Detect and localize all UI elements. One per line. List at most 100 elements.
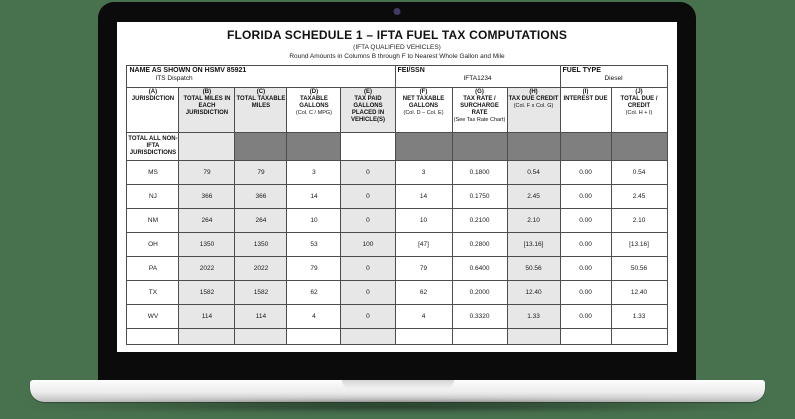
value-cell-i: 0.00 <box>559 232 612 257</box>
value-cell-f: [47] <box>394 232 453 257</box>
empty-cell-g <box>451 328 508 345</box>
value-cell-b: 366 <box>178 184 236 209</box>
value-cell-e: 0 <box>340 208 396 233</box>
value-cell-g: 0.6400 <box>451 256 508 281</box>
value-cell-c: 264 <box>234 208 288 233</box>
value-cell-f: 62 <box>394 280 453 305</box>
value-cell-f: 14 <box>394 184 453 209</box>
empty-cell-i <box>559 328 612 345</box>
jurisdiction-cell: MS <box>126 160 180 185</box>
value-cell-c: 1582 <box>234 280 288 305</box>
non-ifta-cell-i <box>559 132 612 161</box>
value-cell-d: 79 <box>286 256 342 281</box>
value-cell-h: 50.56 <box>506 256 561 281</box>
value-cell-g: 0.1800 <box>451 160 508 185</box>
value-cell-j: 2.45 <box>610 184 668 209</box>
value-cell-j: 1.33 <box>610 304 668 329</box>
value-cell-i: 0.00 <box>559 280 612 305</box>
jurisdiction-cell: NJ <box>126 184 180 209</box>
non-ifta-cell-c <box>234 132 288 161</box>
value-cell-g: 0.1750 <box>451 184 508 209</box>
value-cell-j: [13.16] <box>610 232 668 257</box>
value-cell-c: 2022 <box>234 256 288 281</box>
value-cell-b: 264 <box>178 208 236 233</box>
value-cell-e: 0 <box>340 160 396 185</box>
form-title: FLORIDA SCHEDULE 1 – IFTA FUEL TAX COMPU… <box>226 28 568 42</box>
value-cell-j: 0.54 <box>610 160 668 185</box>
form-subtitle-rounding: Round Amounts in Columns B through F to … <box>289 53 505 60</box>
jurisdiction-row-oh: OH 1350 1350 53 100 [47] 0.2800 [13.16] 0.00 [13.… <box>126 232 668 257</box>
empty-cell-b <box>178 328 236 345</box>
laptop-bezel: FLORIDA SCHEDULE 1 – IFTA FUEL TAX COMPU… <box>98 2 696 380</box>
value-cell-c: 366 <box>234 184 288 209</box>
value-cell-e: 100 <box>340 232 396 257</box>
jurisdiction-row-nm: NM 264 264 10 0 10 0.2100 2.10 0.00 2.10 <box>126 208 668 233</box>
jurisdiction-cell: WV <box>126 304 180 329</box>
column-header-i: (I) INTEREST DUE <box>559 87 612 133</box>
value-cell-h: 2.45 <box>506 184 561 209</box>
value-cell-j: 12.40 <box>610 280 668 305</box>
non-ifta-cell-e <box>340 132 396 161</box>
form-subtitle-vehicles: (IFTA QUALIFIED VEHICLES) <box>353 44 441 51</box>
value-cell-d: 10 <box>286 208 342 233</box>
non-ifta-cell-b <box>178 132 236 161</box>
value-cell-c: 79 <box>234 160 288 185</box>
name-cell: NAME AS SHOWN ON HSMV 85921 ITS Dispatch <box>126 65 396 88</box>
column-header-d: (D) TAXABLE GALLONS (Col. C / MPG) <box>286 87 342 133</box>
value-cell-e: 0 <box>340 304 396 329</box>
value-cell-h: [13.16] <box>506 232 561 257</box>
value-cell-d: 3 <box>286 160 342 185</box>
value-cell-b: 2022 <box>178 256 236 281</box>
column-header-e: (E) TAX PAID GALLONS PLACED IN VEHICLE(S) <box>340 87 396 133</box>
value-cell-h: 2.10 <box>506 208 561 233</box>
empty-cell-j <box>610 328 668 345</box>
empty-row <box>126 328 668 345</box>
empty-cell-a <box>126 328 180 345</box>
value-cell-b: 79 <box>178 160 236 185</box>
non-ifta-cell-g <box>451 132 508 161</box>
value-cell-f: 79 <box>394 256 453 281</box>
non-ifta-label: TOTAL ALL NON-IFTA JURISDICTIONS <box>126 132 180 161</box>
laptop-screen: FLORIDA SCHEDULE 1 – IFTA FUEL TAX COMPU… <box>117 22 677 352</box>
column-header-h: (H) TAX DUE CREDIT (Col. F x Col. G) <box>506 87 561 133</box>
jurisdiction-cell: NM <box>126 208 180 233</box>
non-ifta-cell-d <box>286 132 342 161</box>
fuel-tax-table: NAME AS SHOWN ON HSMV 85921 ITS Dispatch… <box>126 65 668 345</box>
value-cell-d: 53 <box>286 232 342 257</box>
name-value: ITS Dispatch <box>155 75 193 82</box>
jurisdiction-cell: PA <box>126 256 180 281</box>
column-header-g: (G) TAX RATE / SURCHARGE RATE (See Tax Rat… <box>451 87 508 133</box>
value-cell-f: 10 <box>394 208 453 233</box>
jurisdiction-cell: OH <box>126 232 180 257</box>
jurisdiction-cell: TX <box>126 280 180 305</box>
value-cell-e: 0 <box>340 256 396 281</box>
column-header-f: (F) NET TAXABLE GALLONS (Col. D – Col. E) <box>394 87 453 133</box>
value-cell-i: 0.00 <box>559 184 612 209</box>
fei-ssn-label: FEI/SSN <box>397 67 425 74</box>
column-header-c: (C) TOTAL TAXABLE MILES <box>234 87 288 133</box>
value-cell-h: 1.33 <box>506 304 561 329</box>
laptop-base <box>30 380 765 402</box>
non-ifta-cell-h <box>506 132 561 161</box>
value-cell-i: 0.00 <box>559 160 612 185</box>
jurisdiction-row-tx: TX 1582 1582 62 0 62 0.2000 12.40 0.00 12.40 <box>126 280 668 305</box>
value-cell-f: 3 <box>394 160 453 185</box>
value-cell-i: 0.00 <box>559 304 612 329</box>
total-non-ifta-row: TOTAL ALL NON-IFTA JURISDICTIONS <box>126 132 668 161</box>
laptop-base-notch <box>341 380 454 389</box>
value-cell-g: 0.2000 <box>451 280 508 305</box>
name-label: NAME AS SHOWN ON HSMV 85921 <box>129 67 247 74</box>
value-cell-g: 0.2800 <box>451 232 508 257</box>
value-cell-b: 114 <box>178 304 236 329</box>
value-cell-d: 14 <box>286 184 342 209</box>
fuel-type-value: Diesel <box>604 75 623 82</box>
fei-ssn-value: IFTA1234 <box>463 75 492 82</box>
value-cell-d: 62 <box>286 280 342 305</box>
jurisdiction-row-nj: NJ 366 366 14 0 14 0.1750 2.45 0.00 2.45 <box>126 184 668 209</box>
value-cell-j: 2.10 <box>610 208 668 233</box>
value-cell-d: 4 <box>286 304 342 329</box>
empty-cell-h <box>506 328 561 345</box>
value-cell-j: 50.56 <box>610 256 668 281</box>
empty-cell-d <box>286 328 342 345</box>
non-ifta-cell-f <box>394 132 453 161</box>
